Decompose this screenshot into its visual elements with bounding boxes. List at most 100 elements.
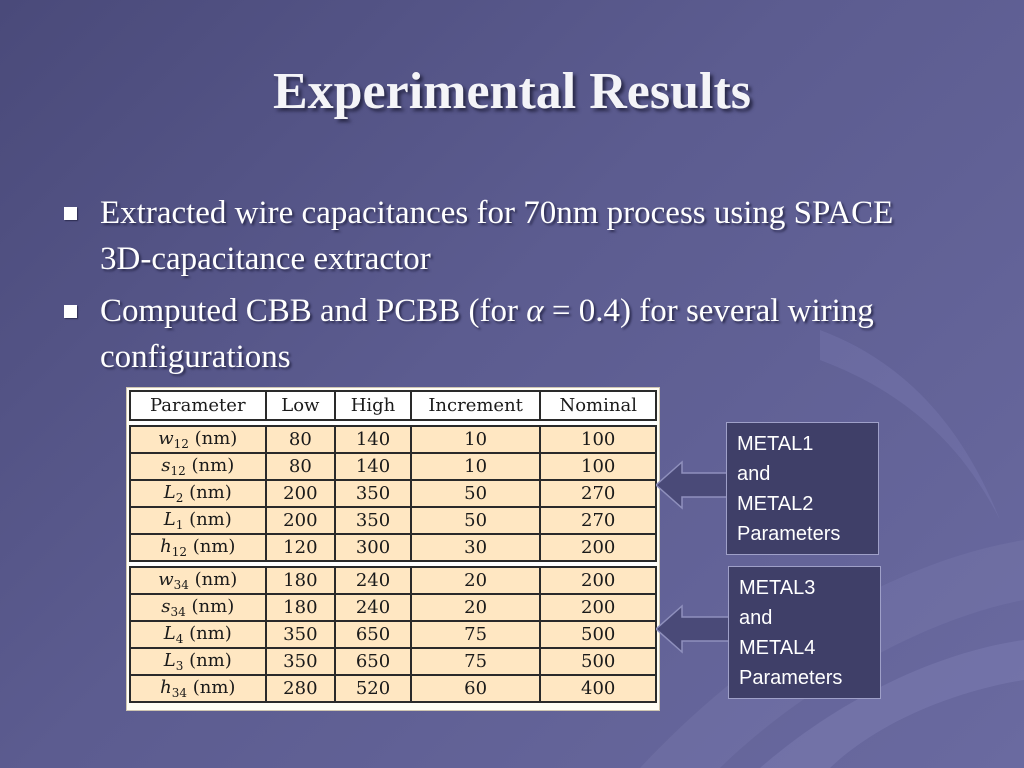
callout-line: Parameters <box>737 523 841 545</box>
bullet-list: Extracted wire capacitances for 70nm pro… <box>60 190 920 386</box>
high-cell: 300 <box>334 533 412 562</box>
high-cell: 650 <box>334 647 412 676</box>
parameter-cell: s34 (nm) <box>129 593 267 622</box>
table-row: L4 (nm) 350 650 75 500 <box>129 620 657 649</box>
parameter-table-container: Parameter Low High Increment Nominal w12… <box>126 387 660 711</box>
increment-cell: 20 <box>409 566 542 595</box>
callout-line: and <box>739 607 773 629</box>
table-header-row: Parameter Low High Increment Nominal <box>129 390 657 421</box>
parameter-unit: (nm) <box>185 455 235 476</box>
bullet-text: Extracted wire capacitances for 70nm pro… <box>100 195 894 277</box>
nominal-cell: 200 <box>539 593 657 622</box>
table-row: s34 (nm) 180 240 20 200 <box>129 593 657 622</box>
increment-cell: 50 <box>409 506 542 535</box>
high-cell: 650 <box>334 620 412 649</box>
low-cell: 80 <box>264 452 337 481</box>
increment-cell: 60 <box>409 674 542 703</box>
parameter-symbol: L <box>163 623 176 644</box>
parameter-unit: (nm) <box>183 509 232 530</box>
parameter-subscript: 12 <box>171 545 187 559</box>
bullet-text-before: Computed CBB and PCBB (for <box>100 293 527 329</box>
header-parameter: Parameter <box>129 390 267 421</box>
parameter-unit: (nm) <box>185 596 235 617</box>
bullet-item: Computed CBB and PCBB (for α = 0.4) for … <box>60 288 920 380</box>
low-cell: 80 <box>264 425 337 454</box>
callout-line: METAL4 <box>739 637 816 659</box>
metal12-parameter-group: w12 (nm) 80 140 10 100 s12 (nm) 80 140 10 100 L2 (… <box>129 425 657 562</box>
high-cell: 140 <box>334 452 412 481</box>
parameter-symbol: h <box>160 677 172 698</box>
increment-cell: 75 <box>409 647 542 676</box>
parameter-table: Parameter Low High Increment Nominal w12… <box>129 390 657 703</box>
parameter-cell: L3 (nm) <box>129 647 267 676</box>
parameter-symbol: w <box>158 428 174 449</box>
nominal-cell: 400 <box>539 674 657 703</box>
parameter-subscript: 34 <box>171 686 187 700</box>
metal1-metal2-callout: METAL1 and METAL2 Parameters <box>726 422 879 555</box>
table-row: h34 (nm) 280 520 60 400 <box>129 674 657 703</box>
parameter-symbol: h <box>160 536 172 557</box>
alpha-symbol: α <box>526 293 544 329</box>
low-cell: 120 <box>264 533 337 562</box>
high-cell: 350 <box>334 506 412 535</box>
increment-cell: 30 <box>409 533 542 562</box>
nominal-cell: 100 <box>539 452 657 481</box>
callout-line: METAL2 <box>737 493 814 515</box>
parameter-symbol: w <box>158 569 174 590</box>
parameter-cell: L2 (nm) <box>129 479 267 508</box>
parameter-subscript: 34 <box>173 578 189 592</box>
parameter-subscript: 12 <box>170 464 186 478</box>
parameter-cell: h34 (nm) <box>129 674 267 703</box>
header-nominal: Nominal <box>539 390 657 421</box>
increment-cell: 75 <box>409 620 542 649</box>
table-row: h12 (nm) 120 300 30 200 <box>129 533 657 562</box>
parameter-symbol: L <box>163 482 176 503</box>
parameter-symbol: L <box>163 650 176 671</box>
nominal-cell: 200 <box>539 533 657 562</box>
high-cell: 140 <box>334 425 412 454</box>
parameter-subscript: 12 <box>173 437 189 451</box>
low-cell: 350 <box>264 620 337 649</box>
table-row: s12 (nm) 80 140 10 100 <box>129 452 657 481</box>
low-cell: 280 <box>264 674 337 703</box>
high-cell: 240 <box>334 566 412 595</box>
increment-cell: 10 <box>409 425 542 454</box>
table-row: L3 (nm) 350 650 75 500 <box>129 647 657 676</box>
parameter-subscript: 2 <box>175 491 184 505</box>
table-row: w34 (nm) 180 240 20 200 <box>129 566 657 595</box>
parameter-unit: (nm) <box>186 536 236 557</box>
nominal-cell: 500 <box>539 620 657 649</box>
high-cell: 520 <box>334 674 412 703</box>
callout-line: Parameters <box>739 667 843 689</box>
parameter-unit: (nm) <box>188 569 238 590</box>
metal3-metal4-callout: METAL3 and METAL4 Parameters <box>728 566 881 699</box>
nominal-cell: 100 <box>539 425 657 454</box>
nominal-cell: 200 <box>539 566 657 595</box>
parameter-unit: (nm) <box>183 482 232 503</box>
parameter-symbol: s <box>161 455 171 476</box>
parameter-cell: s12 (nm) <box>129 452 267 481</box>
bullet-item: Extracted wire capacitances for 70nm pro… <box>60 190 920 282</box>
square-bullet-icon <box>64 305 77 318</box>
low-cell: 180 <box>264 593 337 622</box>
header-high: High <box>334 390 412 421</box>
slide-title: Experimental Results <box>272 63 752 120</box>
low-cell: 200 <box>264 479 337 508</box>
parameter-unit: (nm) <box>183 650 232 671</box>
increment-cell: 50 <box>409 479 542 508</box>
bullet-text-after: = 0.4) for several wiring configurations <box>100 293 874 375</box>
table-row: L2 (nm) 200 350 50 270 <box>129 479 657 508</box>
parameter-subscript: 34 <box>170 605 186 619</box>
square-bullet-icon <box>64 207 77 220</box>
parameter-unit: (nm) <box>188 428 238 449</box>
parameter-subscript: 1 <box>175 518 184 532</box>
parameter-subscript: 4 <box>175 632 184 646</box>
callout-line: METAL1 <box>737 433 814 455</box>
table-row: L1 (nm) 200 350 50 270 <box>129 506 657 535</box>
parameter-cell: w34 (nm) <box>129 566 267 595</box>
parameter-symbol: s <box>161 596 171 617</box>
header-low: Low <box>264 390 337 421</box>
parameter-cell: L1 (nm) <box>129 506 267 535</box>
parameter-cell: L4 (nm) <box>129 620 267 649</box>
callout-line: and <box>737 463 771 485</box>
